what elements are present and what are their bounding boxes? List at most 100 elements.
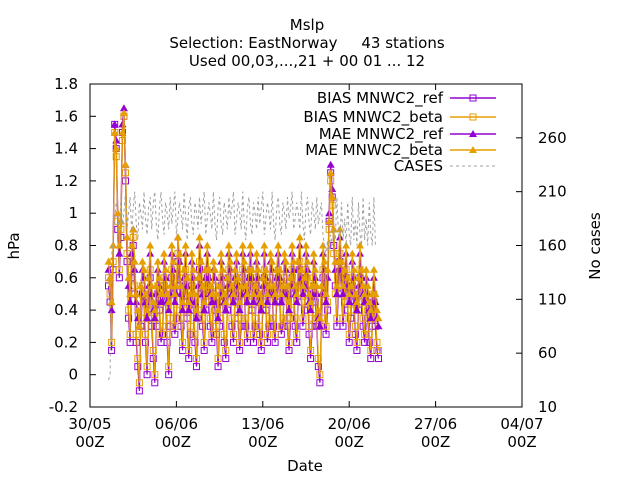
series-3-point-127 [300,273,309,281]
series-1-point-116 [283,314,291,322]
series-2-point-94 [249,298,258,306]
series-2-point-57 [192,314,201,322]
series-3-point-50 [181,241,190,249]
series-2-point-30 [150,314,159,322]
series-1-point-76 [222,346,230,354]
series-3-point-70 [212,289,221,297]
series-2-point-131 [306,306,315,314]
series-1-point-117 [285,338,293,346]
series-2-point-25 [143,314,152,322]
series-3-point-33 [155,273,164,281]
series-2-point-134 [311,273,320,281]
x-tick-label-3: 20/06 [328,415,371,433]
series-1-point-52 [185,346,193,354]
series-2-point-81 [229,298,238,306]
series-3-point-24 [141,289,150,297]
series-1-point-30 [151,371,159,379]
series-2-point-112 [277,298,286,306]
series-0-point-122 [293,338,301,346]
series-3-point-74 [218,265,227,273]
series-1-point-98 [256,322,264,330]
series-3-point-42 [169,257,178,265]
series-3-point-32 [153,257,162,265]
series-3-point-124 [295,233,304,241]
series-3-point-22 [138,257,147,265]
y2-tick-label-2: 110 [538,290,567,308]
series-1-point-136 [314,355,322,363]
series-3-point-143 [325,217,334,225]
y2-tick-label-3: 160 [538,237,567,255]
x-tick-label-time-2: 00Z [248,433,277,451]
series-0-point-85 [236,346,244,354]
series-1-point-18 [132,330,140,338]
series-0-point-7 [115,274,123,282]
series-3-point-125 [297,265,306,273]
series-3-point-62 [200,298,209,306]
series-3-point-93 [248,265,256,273]
y-tick-label-7: 1.2 [54,172,78,190]
series-1-point-152 [339,314,347,322]
series-1-point-57 [192,355,200,363]
y-tick-label-6: 1 [68,204,78,222]
series-1-point-43 [171,322,179,330]
series-3-point-49 [180,265,189,273]
series-3-point-172 [369,265,378,273]
series-3-point-106 [268,257,277,265]
series-2-point-71 [214,314,223,322]
series-0-point-39 [165,371,173,379]
series-3-point-41 [167,241,176,249]
series-3-point-82 [231,265,240,273]
series-3-point-136 [314,306,323,314]
series-2-point-4 [110,120,119,128]
series-3-point-26 [144,273,153,281]
series-2-point-144 [326,160,335,168]
series-0-point-170 [367,355,375,363]
series-0-point-57 [192,363,200,371]
series-3-point-55 [189,265,198,273]
y2-tick-label-0: 10 [538,398,557,416]
series-3-point-78 [224,241,233,249]
series-3-point-151 [337,257,346,265]
y2-tick-label-1: 60 [538,344,557,362]
series-3-point-37 [161,265,170,273]
series-1-point-62 [200,338,208,346]
series-3-point-27 [146,241,155,249]
series-2-point-85 [235,306,244,314]
series-3-point-155 [343,273,352,281]
series-3-point-13 [124,273,133,281]
series-2-point-126 [298,289,307,297]
series-3-point-144 [326,168,335,176]
series-3-point-129 [303,257,312,265]
series-3-point-111 [275,265,284,273]
series-line-1 [107,116,380,383]
series-1-point-19 [134,355,142,363]
y-tick-label-10: 1.8 [54,75,78,93]
series-3-point-139 [318,241,327,249]
series-0-point-152 [339,322,347,330]
series-3-point-118 [286,273,295,281]
series-3-point-84 [234,273,243,281]
series-3-point-102 [261,265,270,273]
series-1-point-122 [293,330,301,338]
x-tick-label-4: 27/06 [414,415,457,433]
x-tick-label-time-3: 00Z [335,433,364,451]
series-1-point-121 [291,314,299,322]
series-3-point-168 [363,281,372,289]
series-1-point-86 [237,314,245,322]
series-2-point-117 [285,306,294,314]
series-3-point-43 [170,289,179,297]
series-3-point-158 [348,249,357,257]
series-2-point-14 [126,298,135,306]
legend-marker-2 [469,130,477,137]
series-3-point-96 [252,249,261,257]
y-tick-label-5: 0.8 [54,237,78,255]
series-3-point-19 [133,306,142,314]
series-3-point-54 [187,249,196,257]
series-2-point-10 [119,104,128,112]
y-tick-label-8: 1.4 [54,140,78,158]
series-0-point-71 [214,363,222,371]
series-3-point-87 [238,241,247,249]
x-tick-label-time-4: 00Z [421,433,450,451]
x-tick-label-time-5: 00Z [507,433,536,451]
series-2-point-39 [164,306,173,314]
